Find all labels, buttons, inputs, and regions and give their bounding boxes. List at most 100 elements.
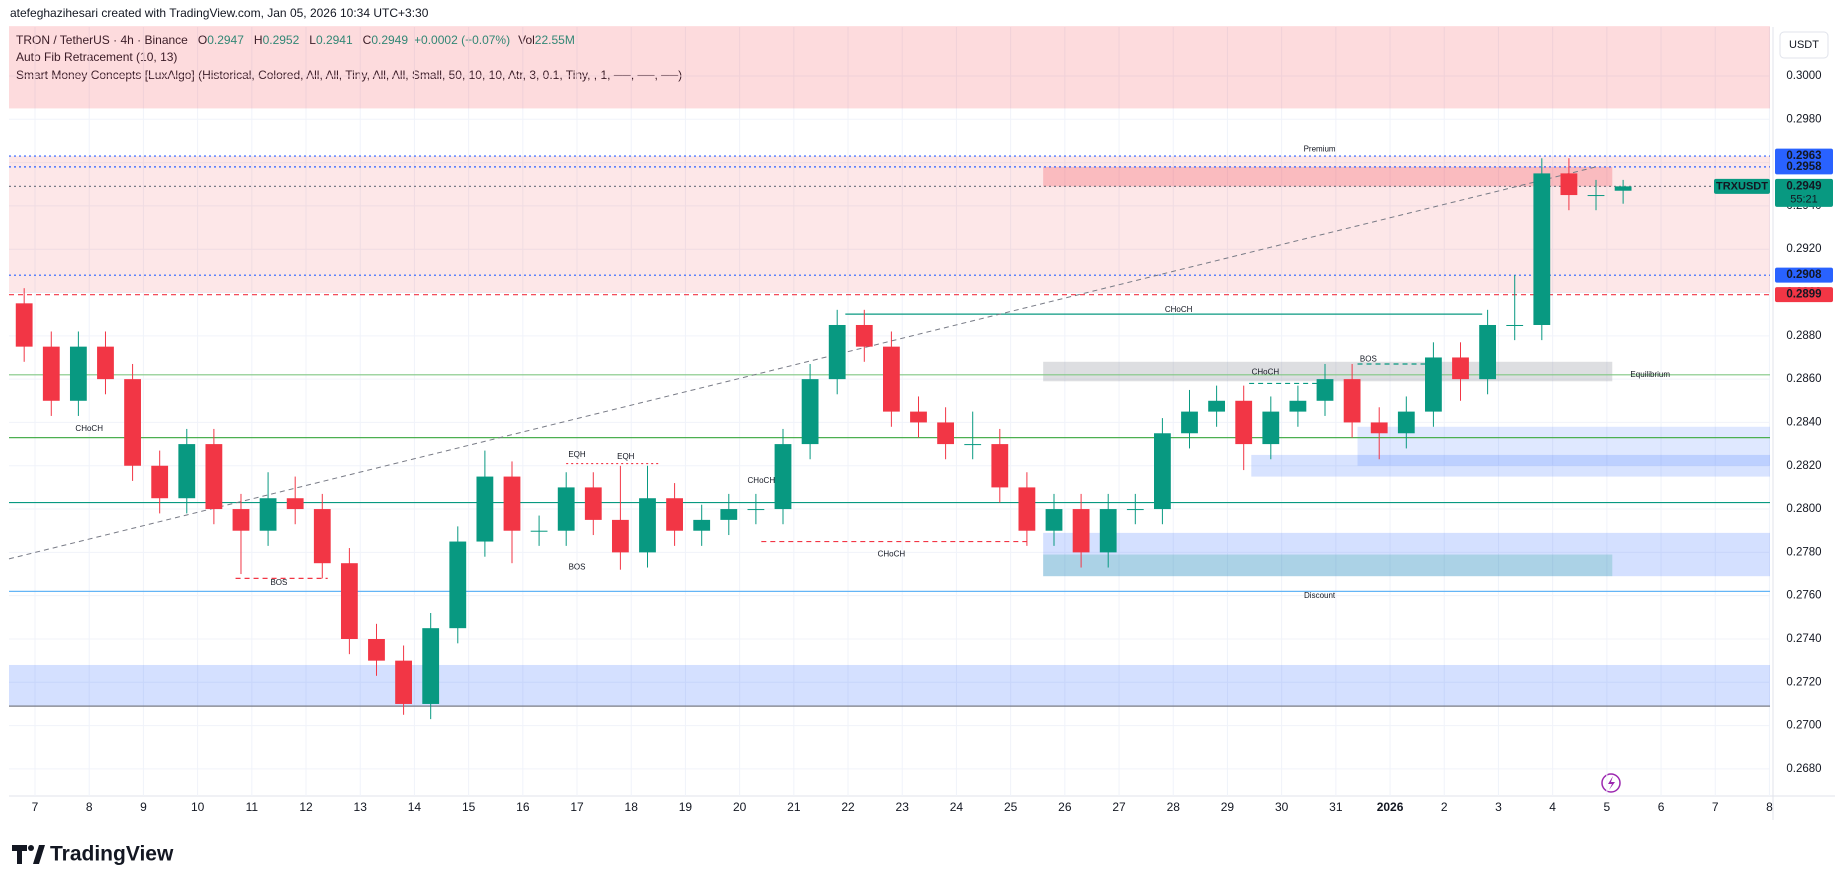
x-tick-label: 3 [1495, 800, 1502, 814]
candle-body [937, 422, 954, 445]
candle-body [422, 628, 440, 704]
candle-body [1262, 411, 1280, 445]
candle-body [340, 563, 358, 639]
y-tick-label: 0.2740 [1786, 633, 1821, 645]
attribution: atefeghazihesari created with TradingVie… [10, 6, 429, 20]
annotation: CHoCH [75, 424, 103, 433]
x-tick-label: 6 [1658, 800, 1665, 814]
ohlc-value: 0.2947 [207, 33, 244, 47]
x-tick-label: 25 [1004, 800, 1018, 814]
zone [9, 156, 1770, 293]
annotation: CHoCH [1165, 305, 1193, 314]
y-tick-label: 0.2980 [1786, 113, 1821, 125]
x-tick-label: 15 [462, 800, 476, 814]
candle-body [1560, 173, 1578, 196]
x-tick-label: 8 [86, 800, 93, 814]
logo-shape [12, 845, 27, 864]
y-tick-label: 0.2880 [1786, 330, 1821, 342]
candle-body [476, 476, 494, 542]
ohlc-label: H [254, 33, 263, 47]
y-tick-label: 0.3000 [1786, 70, 1821, 82]
annotation: Discount [1304, 591, 1336, 600]
candle-body [151, 465, 169, 499]
candle-body [801, 379, 819, 445]
candle-body [774, 444, 792, 510]
y-tick-label: 0.2820 [1786, 460, 1821, 472]
candle-body [205, 444, 223, 510]
candle-body [259, 498, 277, 531]
candle-body [1614, 186, 1632, 191]
candle-body [855, 324, 873, 347]
x-tick-label: 4 [1549, 800, 1556, 814]
candle-body [395, 660, 412, 704]
fib-line [8, 166, 1597, 560]
candle-body [449, 541, 467, 629]
symbol-tag [1714, 178, 1770, 194]
y-tick-label: 0.2840 [1786, 416, 1821, 428]
zone [9, 664, 1770, 707]
x-tick-label: 18 [625, 800, 639, 814]
price-tag [1775, 159, 1833, 175]
price-tag [1775, 178, 1833, 207]
x-tick-label: 19 [679, 800, 693, 814]
indicator: Smart Money Concepts [LuxAlgo] (Historic… [16, 68, 682, 82]
candle-body [882, 346, 900, 412]
symbol: TRON / TetherUS · 4h · Binance [16, 33, 188, 47]
candle-body [1506, 324, 1524, 326]
logo-dot [28, 845, 34, 851]
candle-body [1072, 509, 1090, 553]
x-tick-label: 11 [246, 800, 259, 814]
candle-body [368, 638, 385, 661]
candle-body [97, 346, 114, 380]
x-tick-label: 30 [1275, 800, 1289, 814]
x-tick-label: 31 [1329, 800, 1343, 814]
x-tick-label: 20 [733, 800, 747, 814]
y-tick-label: 0.2700 [1786, 720, 1821, 732]
candle-body [15, 303, 33, 347]
x-tick-label: 17 [570, 800, 584, 814]
candle-body [530, 530, 548, 532]
candle-body [1126, 509, 1144, 511]
x-tick-label: 28 [1167, 800, 1181, 814]
price-tag-label: 0.2963 [1786, 150, 1821, 162]
lightning-icon[interactable] [1601, 773, 1621, 793]
candle-body [747, 509, 765, 511]
logo: TradingView [50, 843, 174, 866]
candle-body [1452, 357, 1469, 380]
candle-body [1208, 400, 1226, 412]
change: +0.0002 (+0.07%) [414, 33, 510, 47]
zone [1251, 454, 1770, 477]
logo-icon [12, 845, 45, 864]
candle-body [69, 346, 87, 401]
price-tag-label: 0.2949 [1786, 180, 1821, 192]
candle-body [910, 411, 927, 423]
x-tick-label: 13 [354, 800, 368, 814]
candle-body [1099, 509, 1117, 553]
currency-box[interactable] [1779, 31, 1829, 59]
candle-body [232, 509, 250, 531]
annotation: BOS [569, 563, 586, 572]
y-tick-label: 0.2920 [1786, 243, 1821, 255]
zone [1043, 361, 1613, 382]
legend-line: TRON / TetherUS · 4h · BinanceO0.2947H0.… [16, 33, 575, 47]
candle-body [1289, 400, 1307, 412]
x-tick-label: 29 [1221, 800, 1235, 814]
candle-body [720, 509, 738, 520]
currency: USDT [1789, 39, 1819, 51]
candle-body [611, 519, 629, 553]
candle-body [1235, 400, 1253, 445]
candle-body [1425, 357, 1442, 412]
x-tick-label: 2026 [1377, 800, 1404, 814]
x-tick-label: 27 [1112, 800, 1126, 814]
candle-body [693, 519, 711, 531]
x-tick-label: 24 [950, 800, 964, 814]
annotation: CHoCH [1252, 368, 1280, 377]
zone [1357, 426, 1770, 466]
zone [1043, 554, 1613, 577]
candle-body [313, 509, 331, 564]
candle-body [503, 476, 521, 531]
annotation: BOS [270, 578, 287, 587]
candle-body [1479, 324, 1497, 380]
ohlc-label: L [309, 33, 316, 47]
